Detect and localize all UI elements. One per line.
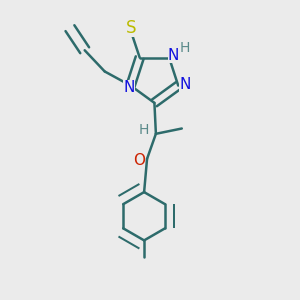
Text: N: N	[179, 76, 190, 92]
Text: S: S	[126, 19, 136, 37]
Text: H: H	[179, 41, 190, 55]
Text: H: H	[138, 123, 149, 137]
Text: O: O	[133, 153, 145, 168]
Text: N: N	[124, 80, 135, 94]
Text: N: N	[168, 48, 179, 63]
